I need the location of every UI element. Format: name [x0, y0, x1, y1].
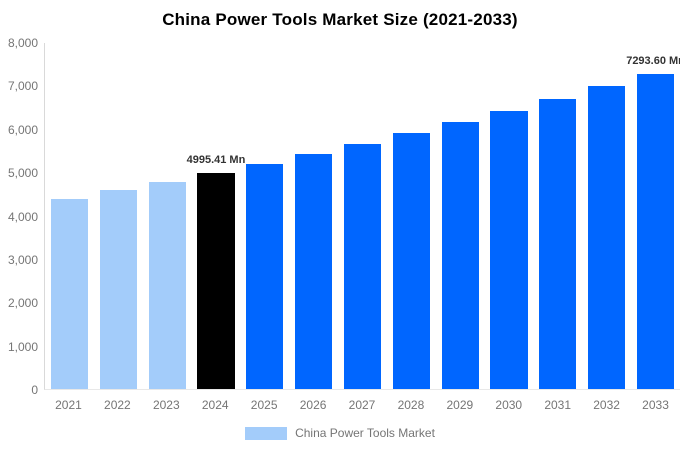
bar-value-label-2024: 4995.41 Mn: [186, 153, 246, 166]
bar-slot-2032: [582, 43, 631, 389]
x-axis-label-2021: 2021: [55, 398, 82, 412]
bar-slot-2024: 4995.41 Mn: [187, 43, 245, 389]
bar-slot-2023: [143, 43, 192, 389]
x-axis-label-2023: 2023: [152, 398, 180, 412]
y-axis-tick-label: 7,000: [7, 79, 38, 94]
y-axis-tick-label: 8,000: [7, 36, 38, 50]
x-axis: 2021 2022 2023 2024 2025 2026 2027 2028 2029 2030…: [44, 398, 680, 412]
bar-slot-2033: 7293.60 Mn: [626, 43, 680, 389]
legend-item-china-power-tools-market[interactable]: China Power Tools Market: [245, 426, 435, 440]
bar-2021[interactable]: [50, 198, 88, 389]
bar-2027[interactable]: [343, 144, 382, 389]
legend-label: China Power Tools Market: [295, 426, 435, 440]
x-axis-label-2026: 2026: [299, 398, 327, 412]
bar-value-label-2033: 7293.60 Mn: [626, 54, 680, 67]
legend-row: China Power Tools Market: [0, 426, 680, 440]
bar-slot-2025: [240, 43, 289, 389]
bar-2026[interactable]: [295, 153, 333, 389]
x-axis-label-2033: 2033: [642, 398, 669, 412]
y-axis-tick-label: 0: [31, 383, 38, 397]
y-axis-tick-label: 3,000: [7, 252, 38, 267]
bar-2031[interactable]: [539, 99, 577, 389]
legend-swatch-icon: [245, 426, 288, 440]
bar-slot-2028: [387, 43, 436, 389]
bar-slot-2021: [45, 43, 94, 389]
bar-2029[interactable]: [441, 122, 479, 389]
bar-2032[interactable]: [588, 86, 626, 389]
y-axis-tick-label: 2,000: [7, 296, 38, 311]
y-axis: 8,000 7,000 6,000 5,000 4,000 3,000 2,000 1,000…: [0, 37, 38, 396]
y-axis-tick-label: 1,000: [7, 339, 38, 354]
bar-slot-2029: [436, 43, 485, 389]
x-axis-label-2030: 2030: [495, 398, 523, 412]
y-axis-tick-label: 5,000: [7, 166, 38, 181]
bar-2030[interactable]: [490, 110, 528, 389]
bar-2028[interactable]: [392, 133, 430, 389]
x-axis-label-2031: 2031: [544, 398, 572, 412]
bar-2025[interactable]: [246, 163, 284, 389]
chart-title: China Power Tools Market Size (2021-2033…: [162, 10, 518, 29]
bar-slot-2022: [94, 43, 143, 389]
y-axis-tick-label: 4,000: [7, 209, 38, 224]
x-axis-label-2022: 2022: [104, 398, 131, 412]
bars-row: 4995.41 Mn 7293.60 Mn: [45, 43, 680, 389]
bar-slot-2026: [289, 43, 338, 389]
bar-slot-2027: [338, 43, 387, 389]
plot-area: 4995.41 Mn 7293.60 Mn: [44, 43, 680, 390]
bar-slot-2030: [485, 43, 534, 389]
x-axis-label-2024: 2024: [201, 398, 229, 412]
x-axis-label-2025: 2025: [250, 398, 278, 412]
bar-2033[interactable]: [636, 73, 675, 389]
x-axis-label-2027: 2027: [348, 398, 376, 412]
y-axis-tick-label: 6,000: [7, 122, 38, 137]
bar-2023[interactable]: [148, 181, 186, 389]
bar-2024[interactable]: [197, 172, 235, 389]
bar-2022[interactable]: [99, 190, 137, 389]
bar-slot-2031: [533, 43, 582, 389]
x-axis-label-2032: 2032: [593, 398, 620, 412]
x-axis-label-2028: 2028: [397, 398, 425, 412]
x-axis-label-2029: 2029: [446, 398, 474, 412]
